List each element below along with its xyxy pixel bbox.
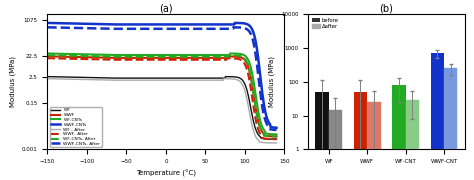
Bar [328, 110, 342, 180]
WF-CNTs [273, 133, 279, 136]
Bar [444, 68, 457, 180]
WF [181, 77, 187, 79]
WWF [268, 135, 274, 138]
WWF [45, 55, 50, 57]
WWF-CNTs- After [154, 28, 159, 30]
Bar [430, 53, 444, 180]
WF [273, 138, 279, 140]
Bar [406, 100, 419, 180]
WF-CNTs [155, 54, 160, 56]
WF-CNTs [181, 54, 187, 56]
Line: WWF-CNTs: WWF-CNTs [47, 23, 276, 128]
WWF- After [232, 57, 238, 60]
WWF- After [45, 57, 50, 59]
WF-CNTs- After [45, 54, 50, 56]
Bar [392, 85, 406, 180]
WWF-CNTs- After [45, 26, 50, 28]
Line: WF: WF [47, 77, 276, 139]
WWF-CNTs [181, 23, 187, 26]
WWF-CNTs [154, 23, 159, 26]
WF-CNTs- After [232, 54, 238, 56]
WF [232, 76, 238, 78]
WWF-CNTs [155, 23, 160, 26]
WWF [273, 135, 279, 138]
Bar [367, 102, 381, 180]
WF [155, 77, 160, 79]
WF - After [232, 78, 238, 80]
WWF [181, 57, 187, 59]
WWF-CNTs [273, 127, 279, 129]
WF - After [154, 79, 159, 81]
Legend: WF, WWF, WF-CNTs, WWF-CNTs, WF - After, WWF- After, WF-CNTs- After, WWF-CNTs- Af: WF, WWF, WF-CNTs, WWF-CNTs, WF - After, … [50, 107, 101, 147]
Line: WWF- After: WWF- After [47, 58, 276, 139]
X-axis label: Temperature (°C): Temperature (°C) [136, 170, 196, 177]
Line: WWF-CNTs- After: WWF-CNTs- After [47, 27, 276, 130]
WWF-CNTs [45, 22, 50, 24]
WF - After [45, 78, 50, 80]
WF [154, 77, 159, 79]
WF - After [169, 79, 174, 81]
WWF- After [155, 59, 160, 61]
WWF [232, 55, 238, 58]
WF-CNTs- After [181, 56, 187, 58]
WF - After [181, 79, 187, 81]
WWF-CNTs [268, 126, 274, 128]
WF [169, 77, 174, 79]
WWF-CNTs- After [268, 128, 274, 130]
WF - After [155, 79, 160, 81]
WF-CNTs- After [155, 56, 160, 58]
WWF-CNTs [169, 23, 174, 26]
WF [268, 138, 274, 140]
WWF-CNTs- After [155, 28, 160, 30]
WF-CNTs- After [268, 135, 274, 138]
WF-CNTs [268, 133, 274, 135]
WF-CNTs [154, 54, 159, 56]
Line: WWF: WWF [47, 56, 276, 136]
WWF- After [169, 59, 174, 61]
WWF [154, 57, 159, 59]
Line: WF - After: WF - After [47, 79, 276, 143]
Line: WF-CNTs- After: WF-CNTs- After [47, 55, 276, 136]
Line: WF-CNTs: WF-CNTs [47, 53, 276, 134]
Bar [354, 92, 367, 180]
WWF [169, 57, 174, 59]
WWF- After [273, 138, 279, 140]
Bar [315, 92, 328, 180]
WWF- After [154, 59, 159, 61]
Title: (b): (b) [379, 4, 393, 14]
WF-CNTs- After [273, 135, 279, 138]
Y-axis label: Modulus (MPa): Modulus (MPa) [10, 56, 17, 107]
WF-CNTs- After [154, 56, 159, 58]
WF - After [268, 142, 274, 144]
WF-CNTs [232, 53, 238, 55]
WWF-CNTs [232, 22, 238, 24]
WF [45, 76, 50, 78]
WWF-CNTs- After [273, 129, 279, 131]
Legend: before, Δafter: before, Δafter [311, 17, 340, 30]
WWF-CNTs- After [169, 28, 174, 30]
WWF-CNTs- After [181, 28, 187, 30]
Title: (a): (a) [159, 4, 173, 14]
WWF [155, 57, 160, 59]
WF-CNTs- After [169, 56, 174, 58]
WF-CNTs [45, 52, 50, 55]
WF - After [273, 142, 279, 144]
WWF- After [268, 138, 274, 140]
WWF- After [181, 59, 187, 61]
WF-CNTs [169, 54, 174, 56]
WWF-CNTs- After [232, 26, 238, 28]
Y-axis label: Modulus (MPa): Modulus (MPa) [269, 56, 275, 107]
